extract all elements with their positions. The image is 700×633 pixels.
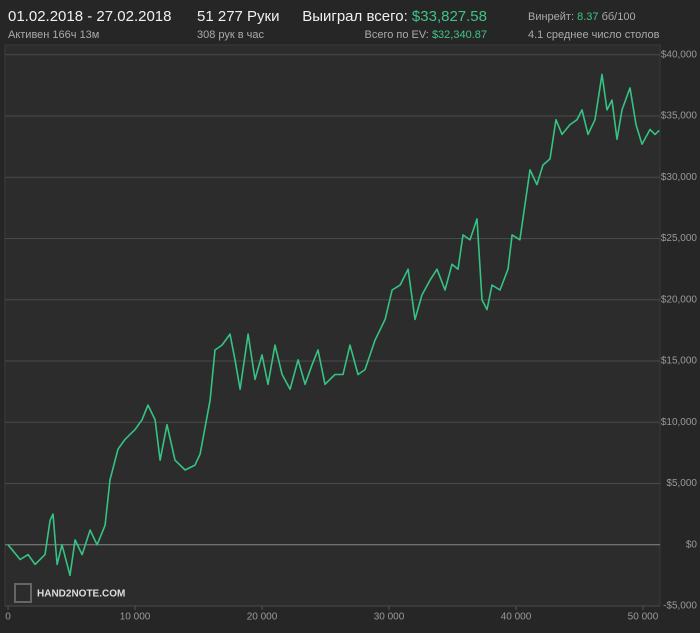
result-line (7, 73, 660, 577)
y-tick-label: -$5,000 (663, 601, 697, 612)
won-value: $33,827.58 (411, 8, 487, 25)
x-tick-label: 30 000 (374, 612, 405, 623)
y-tick-label: $0 (686, 539, 698, 550)
y-tick-label: $40,000 (661, 49, 698, 60)
y-tick-label: $5,000 (666, 478, 697, 489)
won-label: Выиграл всего: (302, 8, 408, 25)
x-tick-label: 20 000 (247, 612, 278, 623)
y-tick-label: $30,000 (661, 172, 698, 183)
winrate-value: 8.37 (577, 11, 599, 23)
tables: 4.1 среднее число столов (528, 29, 660, 41)
active-time: Активен 166ч 13м (8, 29, 100, 41)
ev-label: Всего по EV: (364, 29, 429, 41)
ev-value: $32,340.87 (431, 29, 487, 41)
y-tick-label: $15,000 (661, 356, 698, 367)
period: 01.02.2018 - 27.02.2018 (8, 8, 172, 25)
hands-rate: 308 рук в час (197, 29, 265, 41)
x-tick-label: 10 000 (120, 612, 151, 623)
ev: Всего по EV: $32,340.87 (365, 29, 487, 41)
hands: 51 277 Руки (197, 8, 280, 25)
y-tick-label: $25,000 (661, 233, 698, 244)
logo: HAND2NOTE.COM (14, 583, 125, 603)
winrate: Винрейт: 8.37 бб/100 (528, 11, 636, 23)
logo-icon (14, 583, 32, 603)
logo-text: HAND2NOTE.COM (37, 589, 125, 600)
y-tick-label: $35,000 (661, 111, 698, 122)
plot-area (4, 44, 661, 607)
winrate-unit: бб/100 (601, 11, 636, 23)
x-tick-label: 0 (5, 612, 11, 623)
won: Выиграл всего: $33,827.58 (302, 8, 487, 25)
y-tick-label: $10,000 (661, 417, 698, 428)
y-tick-label: $20,000 (661, 294, 698, 305)
winrate-label: Винрейт: (528, 11, 575, 23)
x-tick-label: 50 000 (628, 612, 659, 623)
x-tick-label: 40 000 (501, 612, 532, 623)
